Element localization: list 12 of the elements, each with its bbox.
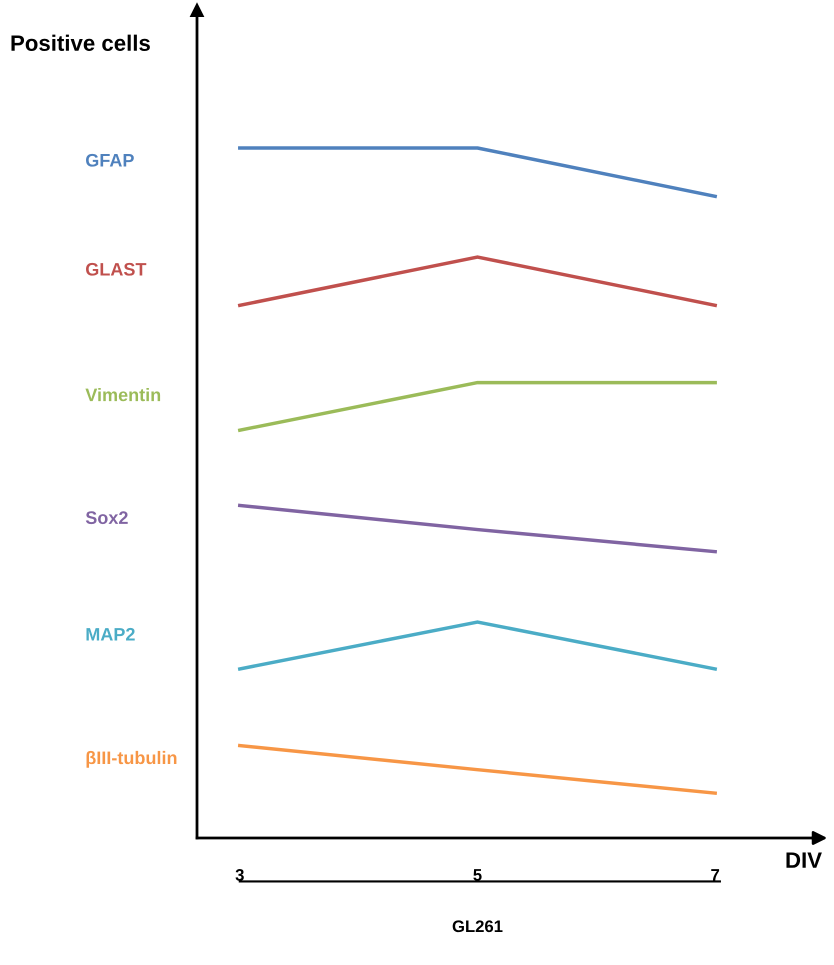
text: βIII-tubulin — [86, 750, 176, 768]
x-tick-label: 3 — [236, 868, 244, 881]
text: Sox2 — [86, 511, 128, 524]
x-tick-label: 5 — [473, 869, 482, 881]
x-axis-title: DIV — [786, 852, 822, 868]
y-axis-title: Positive cells — [11, 34, 150, 51]
text: Vimentin — [85, 388, 160, 402]
text: GL261 — [452, 920, 502, 932]
text: MAP2 — [86, 628, 135, 640]
text: GFAP — [86, 154, 134, 167]
x-tick-label: 7 — [711, 869, 720, 881]
text: GLAST — [86, 262, 146, 276]
